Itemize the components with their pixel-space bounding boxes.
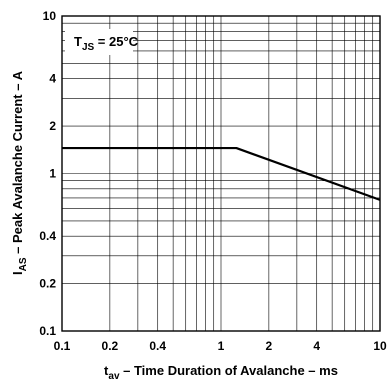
y-tick-label: 0.1	[39, 324, 56, 338]
series-line-avalanche-current	[62, 146, 381, 201]
y-axis-label-main: I	[10, 271, 25, 275]
y-axis-label: IAS – Peak Avalanche Current – A	[10, 70, 29, 275]
x-axis-label-main: t	[104, 363, 109, 378]
plot-frame	[61, 15, 381, 332]
y-tick-labels: 0.1 0.2 0.4 1 2 4 10	[39, 9, 56, 338]
annotation-main: T	[74, 34, 82, 49]
y-tick-label: 10	[43, 9, 57, 23]
x-axis-label-rest: – Time Duration of Avalanche – ms	[120, 363, 338, 378]
annotation-box	[65, 29, 133, 55]
x-tick-label: 0.4	[149, 339, 166, 353]
x-tick-label: 0.2	[102, 339, 119, 353]
x-tick-label: 0.1	[54, 339, 71, 353]
y-axis-label-sub: AS	[18, 257, 29, 271]
y-axis-label-rest: – Peak Avalanche Current – A	[10, 70, 25, 257]
y-tick-label: 2	[49, 119, 56, 133]
x-tick-label: 10	[373, 339, 387, 353]
y-tick-label: 0.4	[39, 229, 56, 243]
x-tick-label: 1	[218, 339, 225, 353]
x-axis-label-sub: av	[108, 371, 120, 381]
x-tick-label: 4	[313, 339, 320, 353]
grid-lines	[62, 16, 380, 331]
annotation-tjs: TJS = 25°C	[74, 34, 139, 53]
y-tick-label: 4	[49, 72, 56, 86]
y-tick-label: 1	[49, 167, 56, 181]
annotation-sub: JS	[82, 42, 95, 53]
x-axis-label: tav – Time Duration of Avalanche – ms	[104, 363, 338, 381]
x-tick-label: 2	[266, 339, 273, 353]
annotation-rest: = 25°C	[94, 34, 138, 49]
y-tick-label: 0.2	[39, 277, 56, 291]
x-tick-labels: 0.1 0.2 0.4 1 2 4 10	[54, 339, 387, 353]
